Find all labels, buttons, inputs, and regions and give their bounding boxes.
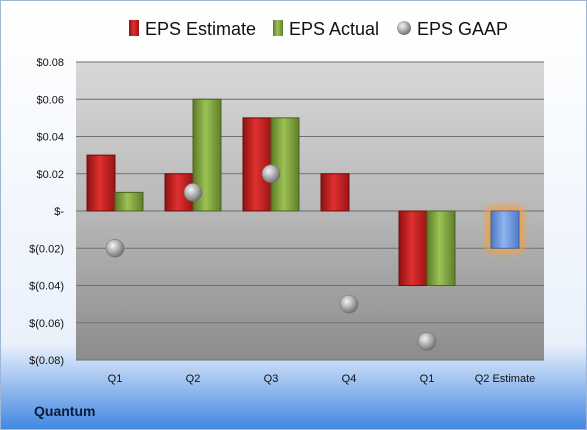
bar-eps-actual — [270, 117, 300, 212]
y-tick-label: $(0.06) — [29, 318, 64, 330]
y-tick-label: $0.04 — [36, 132, 64, 144]
y-axis-ticks: $0.08 $0.06 $0.04 $0.02 $- $(0.02) $(0.04) $(0.… — [29, 57, 64, 367]
legend-swatch-eps-estimate — [129, 20, 139, 36]
bar-eps-estimate — [320, 173, 350, 212]
x-tick-label: Q2 Estimate — [475, 373, 536, 385]
point-eps-gaap — [261, 164, 281, 183]
legend-label-eps-actual: EPS Actual — [289, 19, 379, 39]
bar-eps-estimate — [398, 210, 428, 286]
x-axis-ticks: Q1 Q2 Q3 Q4 Q1 Q2 Estimate — [108, 373, 536, 385]
legend: EPS Estimate EPS Actual EPS GAAP — [129, 19, 508, 39]
x-tick-label: Q3 — [264, 373, 279, 385]
x-tick-label: Q1 — [420, 373, 435, 385]
point-eps-gaap — [339, 294, 359, 314]
x-tick-label: Q2 — [186, 373, 201, 385]
y-tick-label: $0.06 — [36, 94, 64, 106]
point-eps-gaap — [417, 332, 437, 351]
legend-item-eps-gaap: EPS GAAP — [397, 19, 508, 39]
bars — [86, 98, 524, 351]
bar-eps-actual — [426, 210, 456, 286]
bar-eps-estimate — [86, 154, 116, 212]
point-eps-gaap — [105, 239, 125, 258]
bar-eps-actual — [114, 191, 144, 212]
legend-swatch-eps-actual — [273, 20, 283, 36]
y-tick-label: $0.02 — [36, 169, 64, 181]
legend-label-eps-estimate: EPS Estimate — [145, 19, 256, 39]
y-tick-label: $(0.02) — [29, 243, 64, 255]
x-tick-label: Q1 — [108, 373, 123, 385]
y-tick-label: $- — [54, 206, 64, 218]
y-tick-label: $(0.04) — [29, 281, 64, 293]
legend-item-eps-estimate: EPS Estimate — [129, 19, 256, 39]
bar-eps-actual — [192, 98, 222, 212]
bar-eps-estimate — [242, 117, 272, 212]
y-tick-label: $0.08 — [36, 57, 64, 69]
x-tick-label: Q4 — [342, 373, 357, 385]
y-tick-label: $(0.08) — [29, 355, 64, 367]
company-name: Quantum — [34, 403, 95, 419]
gridlines — [76, 61, 544, 361]
legend-item-eps-actual: EPS Actual — [273, 19, 379, 39]
legend-label-eps-gaap: EPS GAAP — [417, 19, 508, 39]
bar-q2-estimate — [490, 210, 520, 249]
legend-swatch-eps-gaap — [397, 21, 411, 35]
point-eps-gaap — [183, 183, 203, 202]
